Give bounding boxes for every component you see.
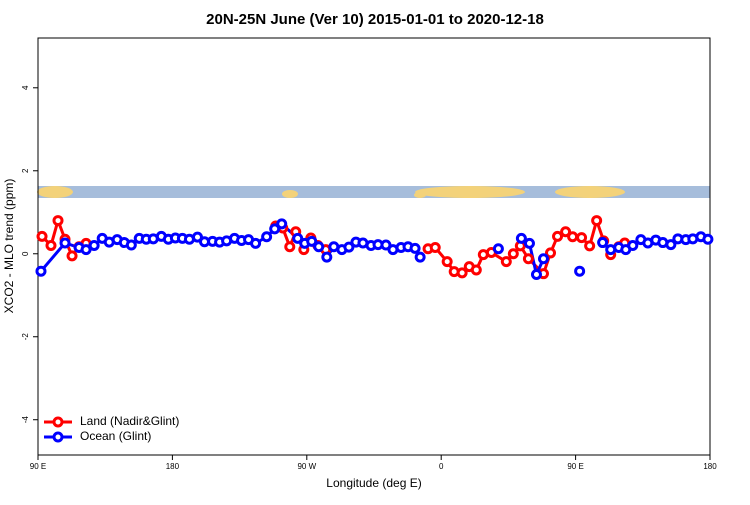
data-point xyxy=(591,215,603,227)
data-point xyxy=(537,253,549,265)
y-axis-label: XCO2 - MLO trend (ppm) xyxy=(2,179,16,314)
legend-marker xyxy=(52,431,64,443)
data-point xyxy=(66,250,78,262)
data-point xyxy=(414,251,426,263)
x-tick-label: 90 E xyxy=(30,462,46,471)
data-point xyxy=(560,226,572,238)
x-tick-label: 0 xyxy=(439,462,444,471)
y-tick-label: 0 xyxy=(21,251,30,256)
x-tick-label: 180 xyxy=(166,462,180,471)
x-tick-label: 180 xyxy=(703,462,717,471)
data-point xyxy=(507,248,519,260)
data-point xyxy=(409,242,421,254)
data-point xyxy=(523,237,535,249)
data-point xyxy=(441,256,453,268)
data-point xyxy=(576,232,588,244)
data-point xyxy=(284,241,296,253)
data-point xyxy=(456,267,468,279)
data-point xyxy=(429,242,441,254)
data-point xyxy=(522,253,534,265)
x-tick-label: 90 W xyxy=(297,462,316,471)
data-point xyxy=(627,239,639,251)
data-point xyxy=(665,239,677,251)
data-point xyxy=(250,237,262,249)
data-point xyxy=(492,243,504,255)
data-point xyxy=(306,235,318,247)
y-tick-label: -4 xyxy=(21,416,30,424)
plot-frame xyxy=(37,37,711,456)
data-point xyxy=(343,241,355,253)
data-point xyxy=(292,232,304,244)
data-point xyxy=(574,265,586,277)
legend-label: Ocean (Glint) xyxy=(80,429,151,443)
y-tick-label: -2 xyxy=(21,333,30,341)
data-point xyxy=(261,231,273,243)
x-tick-label: 90 E xyxy=(567,462,583,471)
legend-label: Land (Nadir&Glint) xyxy=(80,414,179,428)
data-point xyxy=(321,251,333,263)
data-point xyxy=(59,237,71,249)
legend-marker xyxy=(52,416,64,428)
data-point xyxy=(80,244,92,256)
data-point xyxy=(597,237,609,249)
data-point xyxy=(470,264,482,276)
data-point xyxy=(702,233,714,245)
data-point xyxy=(45,239,57,251)
data-point xyxy=(52,215,64,227)
data-point xyxy=(88,239,100,251)
data-point xyxy=(545,247,557,259)
data-point xyxy=(515,232,527,244)
data-point xyxy=(552,230,564,242)
data-point xyxy=(269,223,281,235)
y-tick-label: 4 xyxy=(21,85,30,90)
y-tick-label: 2 xyxy=(21,168,30,173)
data-point xyxy=(35,265,47,277)
data-point xyxy=(125,239,137,251)
data-point xyxy=(276,218,288,230)
x-axis-label: Longitude (deg E) xyxy=(326,476,421,490)
data-point xyxy=(584,240,596,252)
chart-title: 20N-25N June (Ver 10) 2015-01-01 to 2020… xyxy=(206,11,544,28)
data-point xyxy=(36,230,48,242)
data-point xyxy=(500,256,512,268)
data-point xyxy=(530,269,542,281)
map-strip xyxy=(37,186,710,198)
data-point xyxy=(567,231,579,243)
data-point xyxy=(313,241,325,253)
